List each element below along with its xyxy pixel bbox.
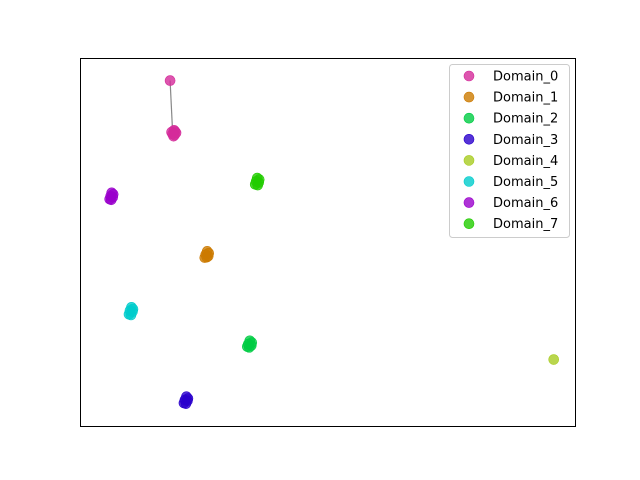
series-domain-4 bbox=[548, 354, 560, 365]
legend-label: Domain_1 bbox=[493, 91, 558, 106]
legend-entry: Domain_3 bbox=[463, 133, 558, 148]
data-point bbox=[246, 337, 258, 348]
legend-entry: Domain_7 bbox=[463, 217, 558, 232]
legend-label: Domain_6 bbox=[493, 196, 558, 211]
legend-label: Domain_7 bbox=[493, 217, 558, 232]
data-point bbox=[203, 247, 215, 259]
legend-marker bbox=[463, 134, 475, 145]
data-point bbox=[107, 188, 119, 200]
series-domain-3 bbox=[178, 391, 194, 409]
legend-label: Domain_2 bbox=[493, 112, 558, 127]
data-points-layer bbox=[104, 75, 560, 409]
legend-entry: Domain_6 bbox=[463, 196, 558, 211]
series-domain-6 bbox=[104, 187, 119, 206]
series-domain-0 bbox=[164, 75, 182, 142]
data-point bbox=[127, 303, 139, 315]
legend-marker bbox=[463, 155, 475, 166]
data-point bbox=[169, 129, 180, 141]
series-domain-5 bbox=[123, 301, 139, 321]
legend-marker bbox=[463, 197, 475, 208]
legend-marker bbox=[463, 112, 475, 124]
legend-label: Domain_3 bbox=[493, 133, 558, 148]
data-point bbox=[182, 393, 194, 404]
legend-entry: Domain_2 bbox=[463, 112, 558, 127]
legend-marker bbox=[463, 70, 475, 82]
legend-label: Domain_5 bbox=[493, 175, 558, 190]
data-point bbox=[253, 174, 265, 185]
legend-marker bbox=[463, 91, 475, 103]
series-domain-7 bbox=[249, 172, 265, 191]
legend-label: Domain_4 bbox=[493, 154, 558, 169]
legend-entry: Domain_0 bbox=[463, 70, 558, 85]
series-domain-2 bbox=[242, 335, 258, 353]
legend: Domain_0 Domain_1 Domain_2 Domain_3 Domain_4… bbox=[449, 64, 570, 238]
series-domain-1 bbox=[199, 246, 215, 263]
legend-box bbox=[449, 64, 570, 238]
connector-line bbox=[169, 80, 174, 132]
axes-frame bbox=[80, 58, 576, 427]
legend-entry: Domain_5 bbox=[463, 175, 558, 190]
legend-label: Domain_0 bbox=[493, 70, 558, 85]
data-point bbox=[164, 75, 176, 86]
data-point bbox=[548, 354, 560, 365]
legend-entry: Domain_1 bbox=[463, 91, 558, 106]
annotation-layer bbox=[169, 80, 174, 132]
legend-marker bbox=[463, 176, 475, 187]
legend-marker bbox=[463, 218, 475, 229]
legend-entry: Domain_4 bbox=[463, 154, 558, 169]
